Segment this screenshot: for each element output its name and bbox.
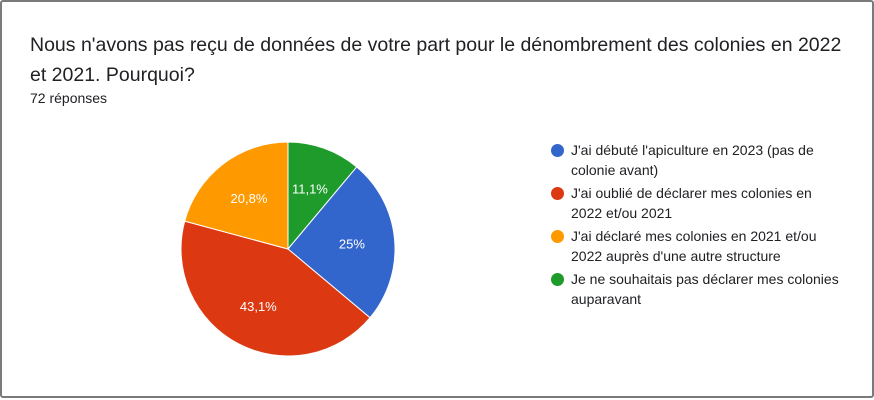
legend-swatch [551,230,564,243]
legend-item[interactable]: J'ai débuté l'apiculture en 2023 (pas de… [551,140,841,180]
legend-swatch [551,187,564,200]
chart-legend: J'ai débuté l'apiculture en 2023 (pas de… [551,140,841,312]
legend-label: J'ai déclaré mes colonies en 2021 et/ou … [571,228,817,264]
legend-label: J'ai débuté l'apiculture en 2023 (pas de… [571,142,814,178]
legend-swatch [551,144,564,157]
pie-slice-label: 43,1% [240,299,277,314]
pie-slice[interactable] [184,141,289,250]
legend-item[interactable]: J'ai oublié de déclarer mes colonies en … [551,183,841,223]
legend-label: J'ai oublié de déclarer mes colonies en … [571,185,812,221]
legend-item[interactable]: J'ai déclaré mes colonies en 2021 et/ou … [551,226,841,266]
response-count: 72 réponses [30,90,108,106]
pie-slice-label: 20,8% [231,191,268,206]
pie-slice-label: 25% [339,236,365,251]
pie-slice-label: 11,1% [292,182,328,197]
pie-slice[interactable] [287,166,396,319]
legend-label: Je ne souhaitais pas déclarer mes coloni… [571,271,839,307]
question-title: Nous n'avons pas reçu de données de votr… [30,34,842,86]
legend-swatch [551,273,564,286]
legend-item[interactable]: Je ne souhaitais pas déclarer mes coloni… [551,269,841,309]
pie-slice[interactable] [287,141,358,251]
pie-slice[interactable] [180,220,371,357]
